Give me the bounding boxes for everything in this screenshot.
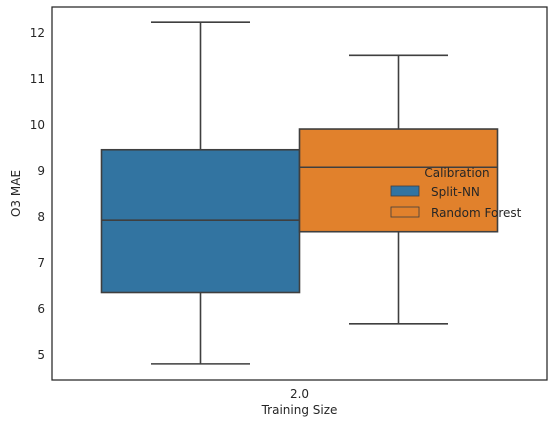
y-tick-label: 5	[37, 348, 45, 362]
y-tick-label: 8	[37, 210, 45, 224]
legend-label-split-nn: Split-NN	[431, 185, 480, 199]
legend-title: Calibration	[424, 166, 489, 180]
y-axis-label: O3 MAE	[9, 170, 23, 217]
box-split-nn	[100, 21, 301, 365]
x-axis-label: Training Size	[261, 403, 338, 417]
legend-swatch-split-nn	[390, 185, 420, 197]
x-tick-label: 2.0	[290, 387, 309, 401]
y-tick-label: 12	[30, 26, 45, 40]
legend-label-random-forest: Random Forest	[431, 206, 522, 220]
y-tick-label: 7	[37, 256, 45, 270]
iqr-box-split-nn	[100, 148, 301, 294]
y-tick-label: 9	[37, 164, 45, 178]
axis-ticks: 5 6 7 8 9 10 11 12 2.0	[30, 26, 309, 401]
y-tick-label: 10	[30, 118, 45, 132]
legend-swatch-random-forest	[390, 206, 420, 218]
axes-frame	[51, 6, 548, 381]
y-tick-label: 6	[37, 302, 45, 316]
legend: Calibration Split-NN Random Forest	[390, 166, 522, 220]
y-tick-label: 11	[30, 72, 45, 86]
